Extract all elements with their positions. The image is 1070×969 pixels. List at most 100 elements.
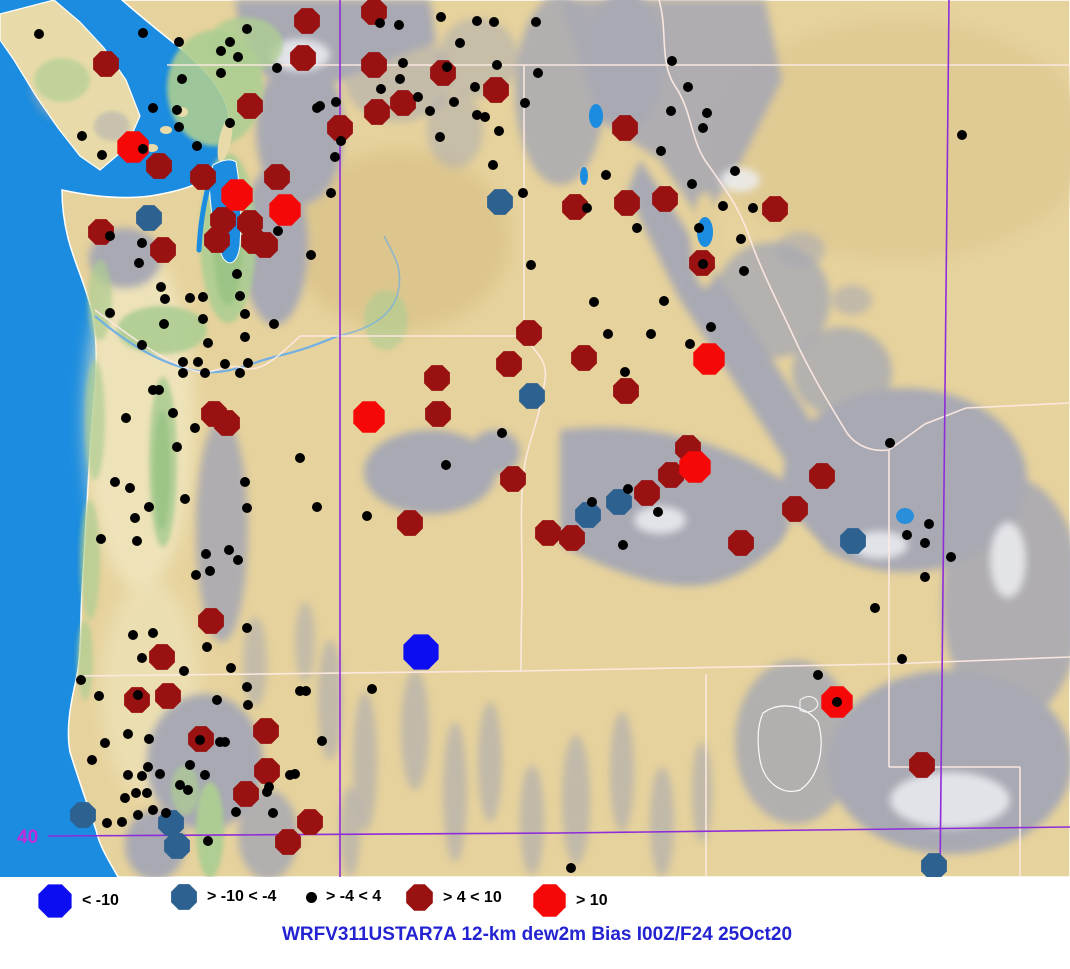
station-dot (191, 570, 201, 580)
station-dot (201, 549, 211, 559)
station-dot (77, 131, 87, 141)
station-dot (442, 62, 452, 72)
station-dot (185, 293, 195, 303)
station-dot (123, 770, 133, 780)
station-octagon (658, 462, 684, 488)
station-dot (306, 250, 316, 260)
station-dot (326, 188, 336, 198)
station-dot (177, 74, 187, 84)
station-dot (105, 308, 115, 318)
station-octagon (424, 365, 450, 391)
station-dot (312, 103, 322, 113)
station-dot (336, 136, 346, 146)
legend-label: < -10 (82, 892, 119, 909)
station-octagon (146, 153, 172, 179)
station-dot (134, 258, 144, 268)
station-dot (212, 695, 222, 705)
station-dot (666, 106, 676, 116)
station-dot (216, 46, 226, 56)
station-dot (480, 112, 490, 122)
station-dot (492, 60, 502, 70)
station-dot (144, 734, 154, 744)
station-octagon (70, 802, 96, 828)
station-octagon (364, 99, 390, 125)
station-dot (137, 653, 147, 663)
station-dot (518, 188, 528, 198)
station-dot (748, 203, 758, 213)
station-dot (220, 359, 230, 369)
station-dot (601, 170, 611, 180)
latitude-label: 40 (17, 827, 38, 848)
station-dot (362, 511, 372, 521)
station-dot (813, 670, 823, 680)
station-dot (295, 453, 305, 463)
legend-label: > 10 (576, 891, 608, 909)
station-dot (183, 785, 193, 795)
station-dot (832, 697, 842, 707)
station-octagon (612, 115, 638, 141)
station-dot (232, 269, 242, 279)
station-dot (497, 428, 507, 438)
legend-item-4-10: > 4 < 10 (404, 882, 502, 913)
station-octagon (237, 93, 263, 119)
station-dot (172, 442, 182, 452)
station-octagon (575, 502, 601, 528)
station-octagon (397, 510, 423, 536)
station-dot (603, 329, 613, 339)
station-dot (224, 545, 234, 555)
station-dot (367, 684, 377, 694)
station-dot (375, 18, 385, 28)
station-dot (179, 666, 189, 676)
station-dot (706, 322, 716, 332)
station-dot (178, 357, 188, 367)
station-dot (133, 810, 143, 820)
station-dot (198, 314, 208, 324)
station-dot (195, 735, 205, 745)
station-dot (494, 126, 504, 136)
station-dot (121, 413, 131, 423)
station-dot (957, 130, 967, 140)
station-octagon (483, 77, 509, 103)
station-dot (100, 738, 110, 748)
legend-item-neg10-neg4: > -10 < -4 (169, 882, 276, 912)
station-dot (694, 223, 704, 233)
station-dot (582, 203, 592, 213)
station-dot (190, 423, 200, 433)
legend-label: > 4 < 10 (443, 888, 502, 906)
station-dot (180, 494, 190, 504)
station-dot (148, 805, 158, 815)
station-dot (144, 502, 154, 512)
station-dot (240, 309, 250, 319)
station-octagon (430, 60, 456, 86)
station-dot (168, 408, 178, 418)
station-dot (718, 201, 728, 211)
station-dot (200, 368, 210, 378)
station-octagon (921, 853, 947, 877)
station-dot (133, 690, 143, 700)
station-dot (148, 628, 158, 638)
station-dot (174, 122, 184, 132)
station-octagon (221, 179, 253, 211)
station-octagon (571, 345, 597, 371)
station-octagon (269, 194, 301, 226)
station-dot (235, 291, 245, 301)
station-dot (685, 339, 695, 349)
station-dot (110, 477, 120, 487)
station-dot (203, 836, 213, 846)
station-dot (233, 555, 243, 565)
station-octagon (403, 634, 439, 670)
station-dot (225, 118, 235, 128)
station-dot (243, 700, 253, 710)
station-octagon (294, 8, 320, 34)
station-octagon (425, 401, 451, 427)
station-octagon (252, 232, 278, 258)
station-dot (272, 63, 282, 73)
station-dot (449, 97, 459, 107)
station-dot (138, 28, 148, 38)
station-octagon (93, 51, 119, 77)
station-dot (154, 385, 164, 395)
state-borders (79, 0, 1070, 877)
station-dot (137, 340, 147, 350)
station-dot (123, 729, 133, 739)
